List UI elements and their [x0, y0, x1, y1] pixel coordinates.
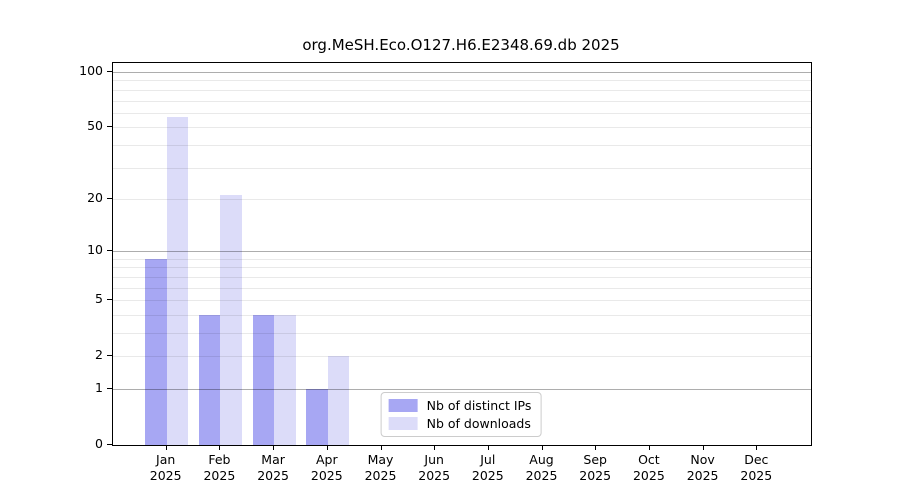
- minor-gridline-30: [113, 168, 811, 169]
- bar-apr-distinct-ips: [306, 389, 328, 445]
- y-tick-1: [107, 388, 112, 389]
- y-tick-label-0: 0: [95, 436, 103, 451]
- minor-gridline-40: [113, 145, 811, 146]
- y-tick-label-10: 10: [87, 242, 103, 257]
- x-tick-jul: [487, 445, 489, 450]
- x-tick-dec: [756, 445, 758, 450]
- legend-label-distinct-ips: Nb of distinct IPs: [426, 398, 532, 413]
- minor-gridline-4: [113, 315, 811, 316]
- y-tick-2: [107, 355, 112, 356]
- minor-gridline-6: [113, 288, 811, 289]
- x-tick-year-may: 2025: [364, 468, 397, 483]
- x-tick-label-sep: Sep 2025: [560, 452, 630, 484]
- bar-jan-distinct-ips: [145, 259, 167, 445]
- plot-area: [112, 62, 812, 446]
- y-tick-5: [107, 299, 112, 300]
- x-tick-label-mar: Mar 2025: [238, 452, 308, 484]
- x-tick-year-jan: 2025: [149, 468, 182, 483]
- y-tick-label-20: 20: [87, 190, 103, 205]
- y-tick-0: [107, 444, 112, 445]
- minor-gridline-70: [113, 101, 811, 102]
- major-gridline-100: [113, 72, 811, 73]
- x-tick-year-jun: 2025: [418, 468, 451, 483]
- x-tick-year-feb: 2025: [203, 468, 236, 483]
- x-tick-year-aug: 2025: [525, 468, 558, 483]
- x-tick-jun: [434, 445, 436, 450]
- x-tick-sep: [595, 445, 597, 450]
- chart-title: org.MeSH.Eco.O127.H6.E2348.69.db 2025: [302, 36, 620, 54]
- minor-gridline-9: [113, 259, 811, 260]
- bar-mar-downloads: [274, 315, 296, 445]
- x-tick-label-may: May 2025: [346, 452, 416, 484]
- x-tick-label-oct: Oct 2025: [614, 452, 684, 484]
- y-tick-label-50: 50: [87, 118, 103, 133]
- bar-feb-distinct-ips: [198, 315, 221, 445]
- y-tick-10: [107, 250, 112, 251]
- minor-gridline-20: [113, 199, 811, 200]
- downloads-swatch: [388, 417, 418, 430]
- bar-apr-downloads: [327, 356, 350, 445]
- minor-gridline-3: [113, 333, 811, 334]
- distinct-ips-swatch: [388, 399, 418, 412]
- x-tick-aug: [541, 445, 543, 450]
- legend-item-distinct-ips: Nb of distinct IPs: [388, 398, 532, 413]
- minor-gridline-50: [113, 127, 811, 128]
- x-tick-oct: [648, 445, 650, 450]
- x-tick-apr: [326, 445, 328, 450]
- x-tick-label-feb: Feb 2025: [184, 452, 254, 484]
- x-tick-year-mar: 2025: [257, 468, 289, 483]
- bar-mar-distinct-ips: [252, 315, 275, 445]
- x-tick-label-apr: Apr 2025: [292, 452, 362, 484]
- legend-item-downloads: Nb of downloads: [388, 416, 532, 431]
- minor-gridline-60: [113, 113, 811, 114]
- major-gridline-1: [113, 389, 811, 390]
- x-tick-feb: [219, 445, 221, 450]
- minor-gridline-80: [113, 90, 811, 91]
- y-tick-label-1: 1: [95, 380, 103, 395]
- x-tick-mar: [273, 445, 275, 450]
- x-tick-year-oct: 2025: [632, 468, 665, 483]
- x-tick-year-nov: 2025: [686, 468, 719, 483]
- minor-gridline-8: [113, 267, 811, 268]
- x-tick-label-jul: Jul 2025: [453, 452, 523, 484]
- x-tick-year-apr: 2025: [310, 468, 343, 483]
- x-tick-label-jun: Jun 2025: [399, 452, 469, 484]
- minor-gridline-90: [113, 80, 811, 81]
- x-tick-label-nov: Nov 2025: [668, 452, 738, 484]
- y-tick-label-5: 5: [95, 291, 103, 306]
- x-tick-label-aug: Aug 2025: [507, 452, 577, 484]
- x-tick-jan: [165, 445, 167, 450]
- y-tick-label-100: 100: [79, 63, 103, 78]
- legend: Nb of distinct IPs Nb of downloads: [380, 392, 542, 437]
- legend-label-downloads: Nb of downloads: [426, 416, 531, 431]
- x-tick-label-jan: Jan 2025: [131, 452, 201, 484]
- minor-gridline-7: [113, 277, 811, 278]
- y-tick-100: [107, 71, 112, 72]
- x-tick-nov: [702, 445, 704, 450]
- bar-jan-downloads: [166, 117, 189, 445]
- x-tick-year-sep: 2025: [579, 468, 612, 483]
- y-tick-50: [107, 126, 112, 127]
- x-tick-may: [380, 445, 382, 450]
- x-tick-label-dec: Dec 2025: [721, 452, 791, 484]
- x-tick-year-dec: 2025: [740, 468, 773, 483]
- minor-gridline-2: [113, 356, 811, 357]
- major-gridline-10: [113, 251, 811, 252]
- x-tick-year-jul: 2025: [471, 468, 504, 483]
- y-tick-label-2: 2: [95, 347, 103, 362]
- y-tick-20: [107, 198, 112, 199]
- bar-feb-downloads: [220, 195, 242, 445]
- minor-gridline-5: [113, 300, 811, 301]
